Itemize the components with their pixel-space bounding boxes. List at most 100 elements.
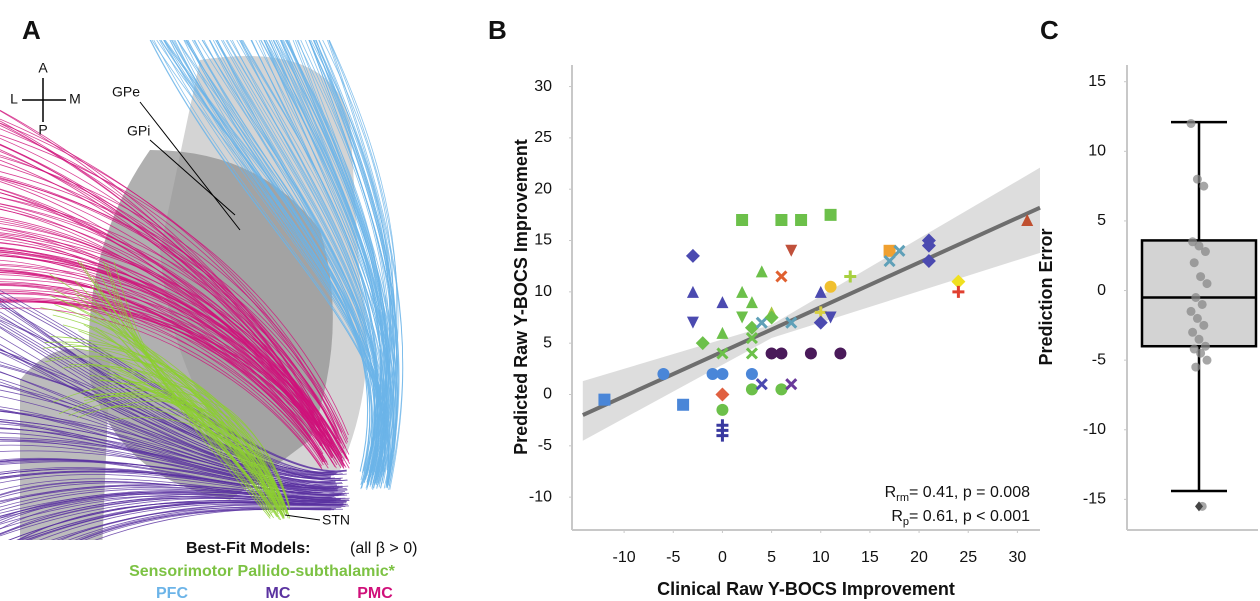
fiber — [50, 503, 349, 540]
compass-label: P — [38, 122, 47, 138]
fiber — [0, 457, 335, 494]
point — [1194, 241, 1204, 251]
point — [1202, 279, 1212, 289]
fiber — [0, 305, 336, 474]
tick-label: 20 — [910, 549, 928, 566]
tick-label: 10 — [812, 549, 830, 566]
fiber — [0, 293, 336, 467]
y-axis-label: Prediction Error — [1036, 228, 1056, 365]
fiber — [268, 40, 386, 484]
point — [1192, 313, 1202, 323]
fiber — [0, 274, 334, 464]
fiber — [270, 40, 392, 484]
point — [598, 393, 611, 406]
structure-label: GPe — [112, 84, 140, 100]
fiber — [0, 232, 350, 455]
tick-label: -10 — [613, 549, 636, 566]
point — [785, 378, 798, 391]
tick-label: -5 — [1092, 351, 1106, 368]
annotation-part: R — [885, 484, 897, 501]
fiber — [0, 470, 346, 496]
fiber — [0, 428, 347, 490]
point — [745, 296, 758, 309]
legend-tract: PMC — [357, 585, 393, 601]
point — [775, 347, 788, 360]
point — [824, 311, 837, 324]
fiber — [0, 315, 337, 475]
leader-line — [139, 101, 241, 231]
point — [716, 347, 729, 360]
fiber — [0, 371, 337, 482]
fiber — [160, 40, 374, 472]
fiber — [58, 390, 290, 505]
fiber — [0, 154, 338, 440]
scatter-chart: -10 -5 0 5 10 15 20 25 30 -10 -5 0 5 10 15 20 25 30 Rrm= 0… — [511, 65, 1041, 599]
point — [745, 383, 758, 396]
confidence-band — [582, 167, 1040, 441]
point — [1186, 118, 1196, 128]
fiber — [87, 324, 279, 513]
compass-label: M — [69, 91, 81, 107]
legend-sensorimotor: Sensorimotor Pallido-subthalamic* — [129, 563, 396, 580]
fiber — [0, 137, 331, 436]
fiber — [0, 491, 337, 519]
fiber — [0, 216, 334, 452]
fiber — [295, 40, 398, 487]
fiber — [54, 304, 276, 504]
fiber — [0, 171, 348, 443]
fiber — [60, 507, 332, 540]
point — [715, 387, 730, 402]
fiber — [0, 122, 343, 433]
legend-tract: MC — [266, 585, 291, 601]
point — [1191, 362, 1201, 372]
fiber — [59, 298, 276, 506]
fiber — [99, 405, 290, 515]
tick-label: 25 — [534, 129, 552, 146]
point — [824, 280, 837, 293]
fiber — [0, 423, 339, 489]
fiber — [0, 233, 340, 455]
fiber — [0, 474, 339, 497]
point — [686, 316, 699, 329]
fiber — [193, 40, 380, 475]
point — [1021, 214, 1034, 226]
structure-label: GPi — [127, 123, 150, 139]
fiber — [309, 40, 395, 488]
fiber — [0, 468, 339, 496]
compass-label: A — [38, 60, 48, 76]
outlier — [1195, 501, 1203, 512]
tick-label: 10 — [534, 283, 552, 300]
fiber — [0, 410, 340, 487]
fiber — [0, 175, 342, 444]
point — [824, 208, 837, 221]
fiber — [113, 406, 289, 519]
panel-label: A — [22, 15, 41, 45]
leader-line — [284, 514, 321, 521]
tick-label: 5 — [543, 334, 552, 351]
fiber — [0, 323, 335, 476]
fiber — [74, 293, 275, 509]
fiber — [56, 504, 346, 540]
fiber — [0, 247, 333, 458]
annotation-part: rm — [896, 492, 909, 504]
point — [1200, 247, 1210, 257]
fiber — [113, 261, 271, 519]
fiber — [0, 159, 328, 441]
fiber — [44, 341, 281, 502]
tractography-image — [0, 40, 404, 540]
fiber — [177, 40, 390, 474]
fiber — [101, 379, 286, 516]
legend-tract: PFC — [156, 585, 188, 601]
fiber — [0, 491, 346, 517]
fiber — [279, 40, 395, 485]
point — [883, 244, 896, 257]
fiber — [0, 227, 344, 454]
annotation-part: R — [891, 508, 903, 525]
fiber — [0, 156, 349, 440]
fiber — [0, 395, 337, 485]
tick-label: 15 — [534, 232, 552, 249]
fiber — [236, 40, 378, 480]
fiber — [0, 263, 350, 462]
tick-label: 20 — [534, 180, 552, 197]
